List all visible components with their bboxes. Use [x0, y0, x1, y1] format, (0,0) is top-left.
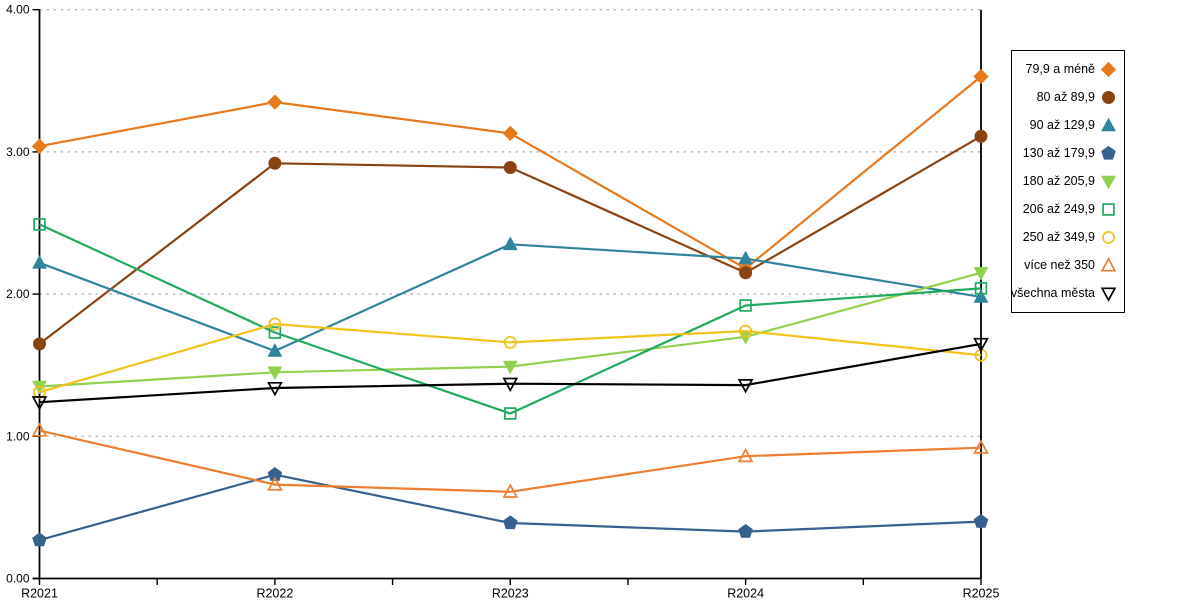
legend-item: všechna města [1010, 279, 1124, 307]
diamond-marker-icon [1100, 61, 1117, 77]
y-axis-label: 3.00 [6, 145, 30, 159]
data-point-marker [738, 250, 754, 265]
legend-item-label: 250 až 349,9 [1022, 230, 1095, 244]
data-point-marker [973, 513, 989, 528]
legend-item-label: více než 350 [1024, 258, 1095, 272]
triangle-down-marker-icon [1101, 175, 1116, 189]
data-point-marker [739, 299, 752, 312]
data-point-marker [973, 337, 989, 353]
legend-item: 180 až 205,9 [1012, 167, 1124, 195]
triangle-up-marker-icon [1101, 117, 1116, 131]
legend-item: 80 až 89,9 [1012, 83, 1124, 111]
x-axis-label: R2024 [727, 587, 764, 600]
pentagon-marker-icon [1101, 145, 1116, 160]
data-point-marker [267, 366, 283, 381]
data-point-marker [973, 266, 989, 281]
legend-item: 206 až 249,9 [1012, 195, 1124, 223]
data-point-marker [973, 68, 989, 85]
triangle-up-marker-icon [1100, 256, 1117, 272]
data-point-marker [739, 266, 753, 280]
data-point-marker [738, 523, 753, 538]
legend-item-label: 90 až 129,9 [1029, 118, 1095, 132]
data-point-marker [267, 476, 283, 491]
data-point-marker [504, 407, 517, 420]
data-point-marker [31, 422, 48, 437]
x-axis-label: R2025 [963, 587, 1000, 600]
series-3 [32, 236, 989, 357]
data-point-marker [502, 125, 518, 142]
series-line [39, 342, 982, 404]
legend: 79,9 a méně 80 až 89,9 90 až 129,9 130 až 1… [1011, 50, 1125, 313]
data-point-marker [502, 360, 518, 375]
data-point-marker [974, 282, 988, 295]
y-axis-label: 4.00 [6, 3, 30, 17]
data-point-marker [267, 467, 283, 481]
data-point-marker [267, 94, 283, 110]
series-line [39, 223, 982, 415]
x-axis-label: R2022 [256, 587, 293, 600]
series-7 [33, 317, 988, 399]
series-6 [33, 218, 988, 420]
data-point-marker [32, 337, 47, 351]
legend-item: 250 až 349,9 [1012, 223, 1124, 251]
x-axis-label: R2021 [21, 587, 58, 600]
y-axis-label: 0.00 [6, 572, 30, 586]
data-point-marker [974, 129, 988, 143]
data-point-marker [503, 515, 518, 530]
triangle-down-marker-icon [1100, 286, 1117, 302]
data-point-marker [503, 335, 517, 349]
data-point-marker [31, 396, 48, 411]
data-point-marker [268, 326, 282, 339]
data-point-marker [31, 138, 48, 154]
series-2 [32, 129, 988, 351]
data-point-marker [737, 379, 754, 394]
legend-item-label: všechna města [1010, 286, 1095, 300]
circle-marker-icon [1102, 230, 1115, 244]
data-point-marker [502, 236, 518, 251]
y-axis-label: 2.00 [6, 287, 30, 301]
legend-item: 79,9 a méně [1012, 55, 1124, 83]
series-8 [31, 422, 989, 498]
legend-item-label: 79,9 a méně [1025, 62, 1096, 76]
series-line [39, 429, 982, 493]
legend-item: 130 až 179,9 [1012, 139, 1124, 167]
y-axis-label: 1.00 [6, 429, 30, 443]
data-point-marker [973, 289, 989, 303]
data-point-marker [268, 317, 282, 331]
data-point-marker [267, 343, 283, 357]
data-point-marker [502, 377, 519, 393]
data-point-marker [32, 532, 47, 547]
data-point-marker [739, 324, 753, 338]
data-point-marker [267, 381, 283, 397]
x-axis-label: R2023 [492, 587, 529, 600]
data-point-marker [268, 156, 282, 170]
legend-item-label: 80 až 89,9 [1036, 90, 1095, 104]
square-marker-icon [1102, 202, 1115, 216]
data-point-marker [33, 218, 46, 231]
series-line [39, 322, 982, 394]
legend-item: 90 až 129,9 [1012, 111, 1124, 139]
series-9 [31, 337, 989, 411]
series-4 [32, 467, 989, 547]
data-point-marker [32, 254, 47, 269]
legend-item-label: 180 až 205,9 [1022, 174, 1095, 188]
legend-item-label: 130 až 179,9 [1022, 146, 1095, 160]
data-point-marker [973, 439, 989, 454]
data-point-marker [737, 447, 754, 463]
legend-item: více než 350 [1012, 251, 1124, 279]
data-point-marker [503, 160, 517, 175]
data-point-marker [502, 483, 519, 498]
legend-item-label: 206 až 249,9 [1022, 202, 1095, 216]
circle-marker-icon [1101, 90, 1116, 104]
